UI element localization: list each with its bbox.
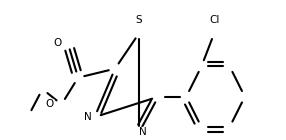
Text: S: S <box>136 15 142 25</box>
Text: N: N <box>139 127 147 137</box>
Text: O: O <box>46 99 54 109</box>
Text: O: O <box>53 38 61 48</box>
Text: N: N <box>84 112 92 122</box>
Text: Cl: Cl <box>209 15 219 25</box>
